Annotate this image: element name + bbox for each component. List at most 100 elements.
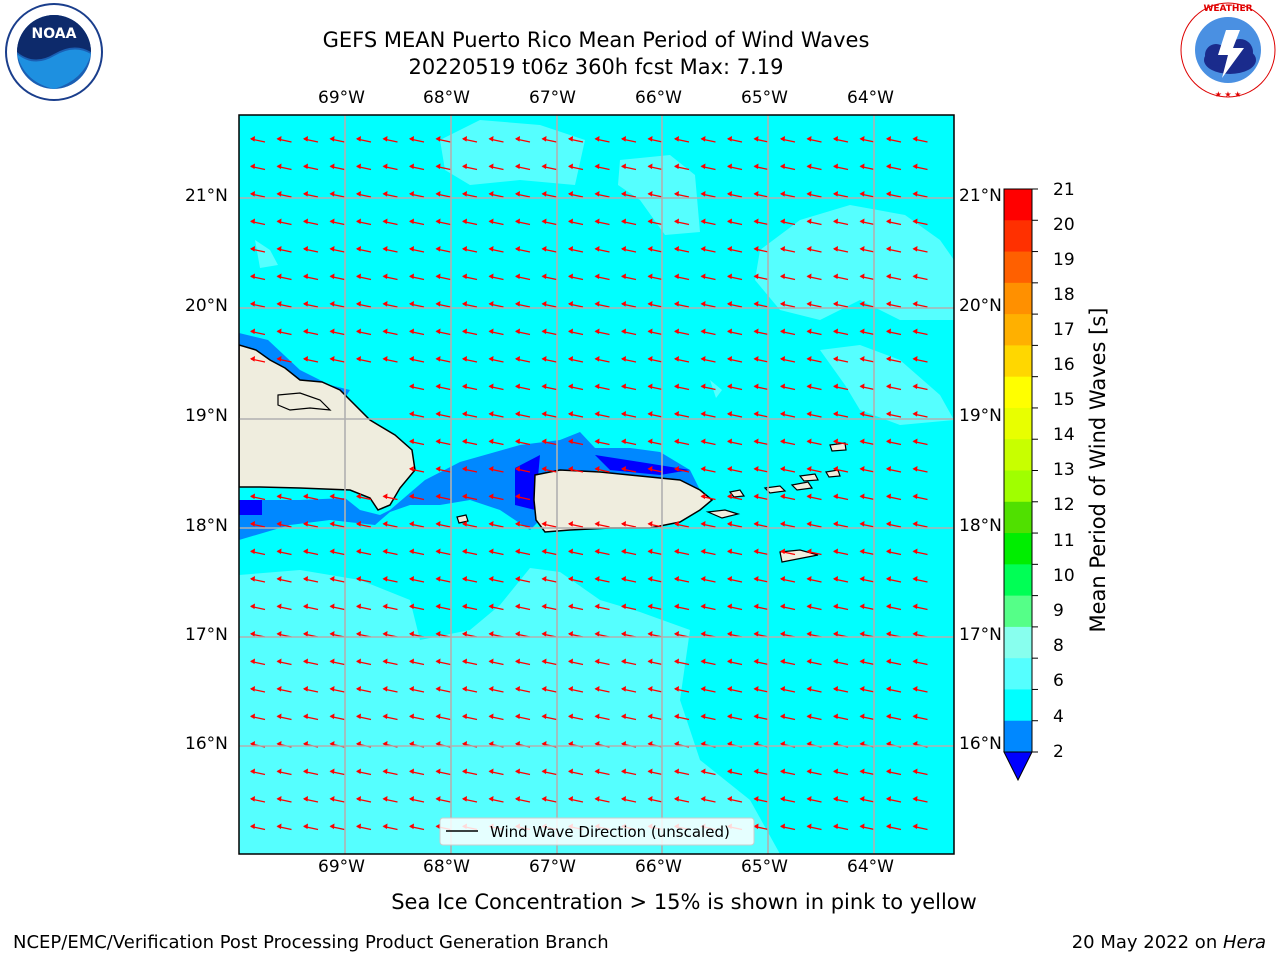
wave-vector-head [700,328,706,335]
wave-vector-head [435,301,441,307]
wave-vector-head [303,191,308,197]
wave-vector-head [409,383,414,390]
wave-vector-head [250,713,255,720]
wave-vector-head [912,356,918,362]
wave-vector-head [488,658,494,665]
wave-vector-head [674,411,679,417]
wave-vector-head [700,658,706,665]
colorbar-segment [1004,251,1032,284]
wave-vector-head [859,246,865,252]
wave-vector-head [753,576,759,582]
hispaniola-land [239,344,416,511]
wave-vector-head [674,301,679,307]
wave-vector-head [594,658,600,665]
wave-vector-head [727,603,732,610]
colorbar-tick: 20 [1053,215,1075,235]
wave-vector-head [753,823,759,830]
wave-vector-head [515,603,520,610]
wave-vector-head [886,548,891,555]
wave-vector-head [859,191,865,197]
wave-vector-head [356,301,361,307]
wave-vector-head [250,218,255,225]
wave-vector-head [780,411,785,417]
lon-label-bottom: 69°W [318,857,365,877]
wave-vector-head [594,713,600,720]
wave-vector-head [409,686,414,692]
colorbar [1003,188,1038,782]
wave-vector-head [488,191,494,197]
wave-vector-head [329,768,335,775]
wave-vector-head [409,246,414,252]
wave-vector-head [568,796,573,802]
wave-vector-head [568,273,573,280]
wave-vector-head [303,823,308,830]
wave-vector-head [912,741,918,747]
wave-vector-head [700,548,706,555]
wave-vector-head [382,493,388,500]
wave-vector-head [276,768,282,775]
wave-vector-head [806,383,812,390]
wave-vector-head [435,273,441,280]
wave-vector-head [488,493,494,500]
wave-vector-head [674,631,679,637]
wave-vector-head [568,218,573,225]
wave-vector-head [462,768,467,775]
wave-vector-head [541,218,547,225]
noaa-logo-text: NOAA [32,26,77,42]
wave-vector-head [647,191,653,197]
wave-vector-head [541,603,547,610]
wave-vector-head [515,631,520,637]
wave-vector-head [409,466,414,472]
wave-vector-head [886,713,891,720]
wave-vector-head [647,136,653,142]
wave-vector-head [435,246,441,252]
wave-vector-head [329,521,335,527]
wave-vector-head [647,218,653,225]
wave-vector-head [568,768,573,775]
wave-vector-head [700,218,706,225]
wave-vector-head [276,713,282,720]
wave-vector-head [462,411,467,417]
vector-legend: Wind Wave Direction (unscaled) [439,817,755,846]
wave-vector-head [727,466,732,472]
lon-label-bottom: 65°W [741,857,788,877]
wave-vector-head [462,328,467,335]
wave-vector-head [250,823,255,830]
wave-vector-head [250,603,255,610]
wave-vector-head [382,246,388,252]
wave-vector-head [435,823,441,830]
wave-vector-head [250,136,255,142]
wave-vector-head [674,658,679,665]
puerto-rico-land [533,469,714,533]
wave-vector-head [462,603,467,610]
wave-vector-head [621,658,626,665]
wave-vector-head [303,768,308,775]
wave-vector-head [356,163,361,170]
wave-vector-head [276,658,282,665]
wave-vector-head [912,603,918,610]
wave-vector-head [833,796,838,802]
wave-vector-head [912,246,918,252]
wave-vector-head [409,163,414,170]
wave-vector-head [488,356,494,362]
wave-vector-head [541,548,547,555]
wave-vector-head [382,768,388,775]
wave-vector-head [382,328,388,335]
wave-vector-head [727,658,732,665]
wave-vector-head [356,603,361,610]
wave-vector-head [382,796,388,802]
wave-vector-head [859,136,865,142]
wave-vector-head [647,741,653,747]
wave-vector-head [806,768,812,775]
lon-label-bottom: 67°W [529,857,576,877]
wave-vector-head [541,658,547,665]
wave-vector-head [250,328,255,335]
wave-vector-head [674,576,679,582]
wave-vector-head [303,493,308,500]
wave-vector-head [833,383,838,390]
wave-vector-head [753,356,759,362]
wave-vector-head [276,136,282,142]
wave-vector-head [276,328,282,335]
wave-vector-head [886,191,891,197]
wave-vector-head [780,493,785,500]
